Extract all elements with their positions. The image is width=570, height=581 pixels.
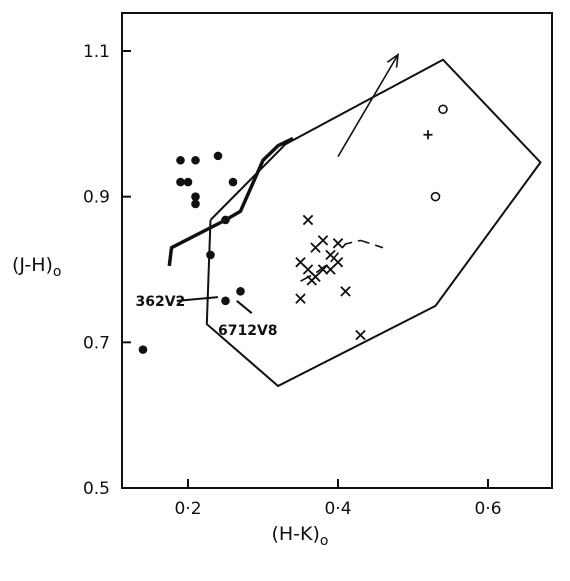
region-polygon [205,58,542,388]
point-layer [138,104,448,354]
data-point-filled-circle [221,215,230,225]
y-axis-title-main: (J-H) [12,254,53,276]
region-layer [205,58,542,388]
data-point-filled-circle [191,155,200,165]
curve-layer [167,52,399,282]
annotation-leader [236,300,253,314]
data-point-filled-circle [176,177,185,187]
x-tick-label: 0·2 [174,499,201,519]
annotation-label: 362V2 [136,294,186,310]
data-point-cross [340,286,351,297]
main-sequence-curve [167,136,294,267]
data-point-open-circle [430,191,441,202]
data-point-filled-circle [221,296,230,306]
dashed-curve [300,239,384,282]
x-axis-title-sub: o [320,533,329,549]
data-point-filled-circle [176,155,185,165]
y-tick-label: 0.7 [83,333,110,353]
data-point-filled-circle [213,151,223,161]
x-tick-label: 0·4 [324,499,351,519]
data-point-cross [302,214,314,226]
data-point-cross [306,275,317,286]
data-point-filled-circle [183,177,193,187]
data-point-filled-circle [206,250,215,260]
reddening-arrow-shaft [337,54,399,158]
tick-layer: 0·2 0·4 0·6 0.5 0.7 0.9 1.1 [83,42,502,519]
reddening-arrow-head [386,52,399,68]
x-tick-label: 0·6 [474,499,501,519]
y-axis-title: (J-H)o [12,254,61,280]
y-tick-label: 0.9 [83,188,110,208]
plot-frame [121,12,553,489]
data-point-cross [355,329,366,341]
data-point-open-circle [438,104,448,115]
data-point-filled-circle [191,199,200,209]
data-point-cross [332,238,344,249]
y-tick-label: 1.1 [83,42,110,62]
data-point-plus [423,130,433,140]
data-point-filled-circle [228,177,238,187]
data-point-cross [310,242,321,253]
data-point-filled-circle [236,287,245,296]
annotation-leader [176,296,219,302]
x-axis-title-main: (H-K) [271,523,319,545]
data-point-cross [295,293,306,304]
data-point-filled-circle [138,345,148,354]
annotation-label: 6712V8 [218,323,278,339]
annotation-layer: 362V2 6712V8 [136,294,278,339]
x-axis-title: (H-K)o [271,523,328,549]
data-point-cross [325,264,336,275]
y-axis-title-sub: o [53,264,62,280]
y-tick-label: 0.5 [83,479,110,499]
data-point-filled-circle [191,192,200,201]
